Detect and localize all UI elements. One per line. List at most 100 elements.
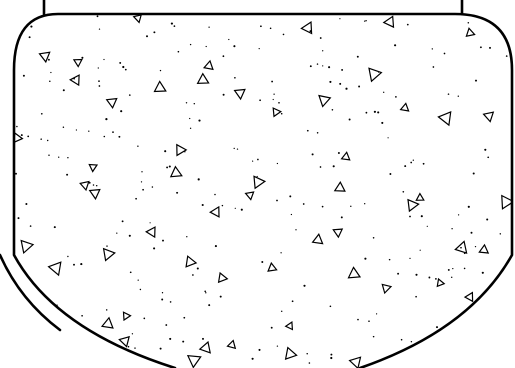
hatch-dot	[161, 292, 164, 294]
hatch-dot	[208, 304, 211, 307]
hatch-dot	[348, 118, 351, 121]
hatch-dot	[306, 352, 308, 355]
hatch-dot	[214, 193, 216, 196]
hatch-dot	[124, 68, 127, 71]
hatch-dot	[383, 91, 385, 93]
hatch-triangle	[100, 316, 114, 329]
hatch-dot	[98, 28, 101, 30]
hatch-dot	[122, 65, 125, 69]
hatch-dot	[447, 268, 450, 271]
hatch-dot	[22, 74, 25, 77]
hatch-dot	[451, 228, 453, 230]
hatch-dot	[375, 313, 378, 315]
hatch-dot	[365, 111, 368, 114]
hatch-triangle	[267, 261, 278, 272]
hatch-dot	[44, 324, 47, 327]
hatch-dot	[168, 165, 171, 168]
hatch-dot	[16, 125, 18, 128]
hatch-dot	[165, 324, 168, 326]
hatch-triangle	[368, 67, 383, 83]
hatch-dot	[457, 95, 459, 97]
hatch-dot	[330, 356, 333, 360]
hatch-dot	[493, 325, 496, 327]
hatch-dot	[356, 55, 359, 58]
hatch-dot	[49, 80, 51, 82]
hatch-triangle	[399, 102, 410, 112]
hatch-dot	[98, 80, 100, 82]
hatch-dot	[452, 267, 454, 270]
hatch-dot	[422, 162, 425, 165]
concrete-hatch-pattern	[14, 14, 512, 368]
hatch-dot	[289, 195, 292, 198]
hatch-dot	[131, 333, 134, 335]
hatch-dot	[290, 213, 293, 216]
hatch-dot	[153, 247, 156, 250]
hatch-triangle	[318, 94, 332, 108]
hatch-dot	[134, 347, 136, 349]
hatch-dot	[153, 31, 156, 34]
hatch-triangle	[253, 175, 267, 190]
hatch-dot	[273, 93, 275, 95]
hatch-dot	[269, 27, 272, 30]
hatch-dot	[372, 237, 375, 239]
hatch-dot	[412, 159, 414, 161]
hatch-dot	[432, 66, 435, 68]
hatch-dot	[368, 320, 370, 322]
hatch-dot	[142, 188, 144, 191]
hatch-dot	[381, 121, 384, 124]
hatch-triangle	[47, 261, 62, 277]
hatch-dot	[173, 25, 176, 27]
hatch-dot	[177, 50, 180, 53]
hatch-dot	[295, 229, 297, 231]
hatch-dot	[406, 23, 409, 26]
hatch-triangle	[153, 80, 167, 93]
hatch-dot	[364, 257, 367, 260]
hatch-dot	[272, 98, 274, 101]
hatch-dot	[201, 203, 204, 207]
hatch-triangle	[122, 311, 132, 322]
hatch-dot	[489, 46, 491, 49]
hatch-dot	[162, 239, 164, 242]
hatch-dot	[321, 205, 324, 208]
hatch-dot	[410, 161, 413, 164]
hatch-dot	[228, 38, 230, 41]
hatch-triangle	[415, 192, 425, 201]
hatch-dot	[169, 301, 172, 303]
hatch-dot	[105, 118, 108, 121]
hatch-triangle	[79, 180, 90, 192]
hatch-dot	[119, 61, 122, 64]
hatch-dot	[21, 276, 24, 279]
hatch-dot	[135, 197, 137, 200]
hatch-dot	[258, 48, 260, 50]
hatch-dot	[278, 101, 280, 104]
hatch-dot	[387, 137, 389, 139]
hatch-dot	[322, 50, 324, 52]
hatch-dot	[308, 362, 311, 364]
hatch-triangle	[300, 21, 313, 35]
hatch-dot	[404, 165, 407, 168]
hatch-dot	[499, 17, 502, 19]
hatch-dot	[311, 153, 314, 156]
hatch-dot	[479, 46, 482, 49]
hatch-triangle	[333, 181, 346, 192]
hatch-dot	[402, 190, 405, 193]
hatch-dot	[257, 158, 259, 161]
hatch-dot	[58, 156, 60, 158]
hatch-triangle	[88, 163, 99, 173]
hatch-dot	[435, 278, 437, 280]
hatch-dot	[341, 68, 344, 71]
hatch-dot	[140, 181, 143, 183]
hatch-triangle	[284, 346, 298, 361]
hatch-triangle	[244, 191, 255, 201]
hatch-dot	[17, 217, 20, 220]
hatch-dot	[463, 267, 466, 270]
hatch-dot	[52, 355, 55, 358]
hatch-dot	[460, 246, 462, 249]
hatch-dot	[329, 80, 332, 83]
hatch-dot	[129, 271, 132, 274]
hatch-dot	[189, 127, 192, 129]
hatch-dot	[30, 25, 33, 28]
hatch-dot	[189, 117, 191, 120]
hatch-dot	[481, 271, 484, 274]
hatch-dot	[205, 292, 207, 294]
